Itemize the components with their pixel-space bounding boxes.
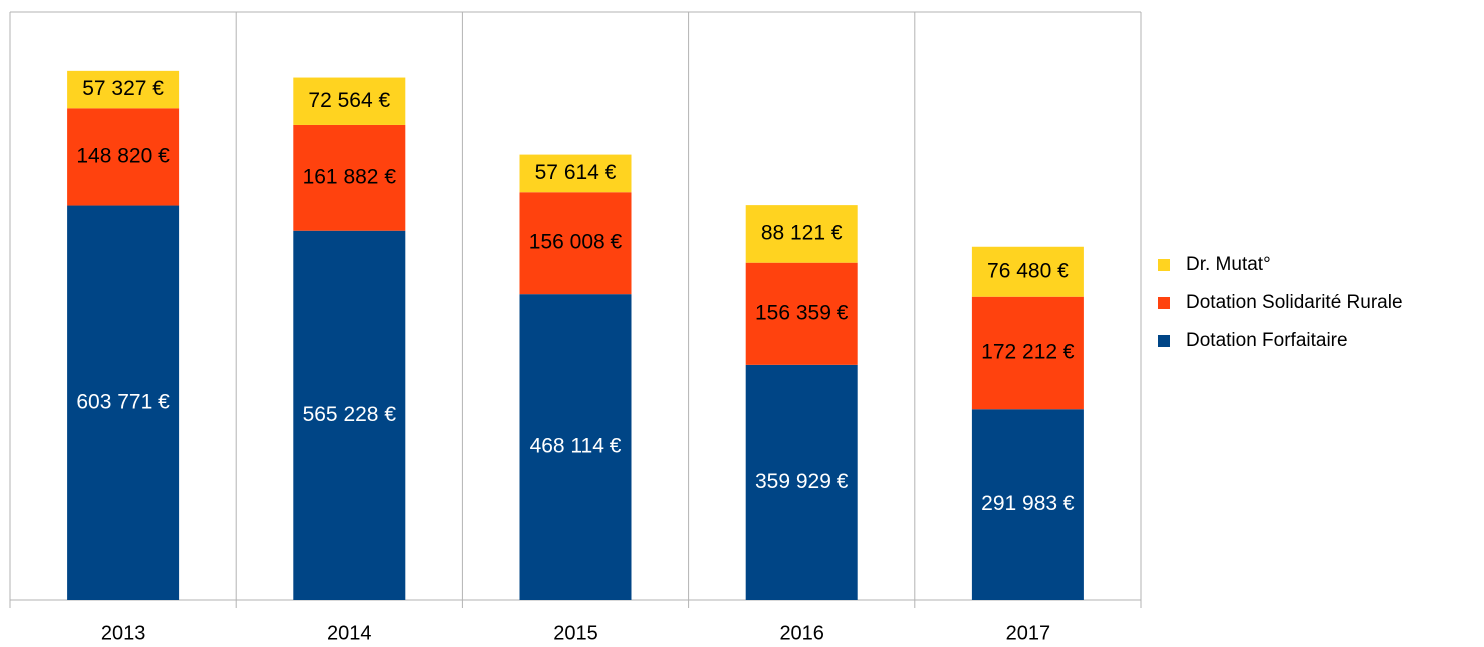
data-label: 88 121 € — [761, 221, 843, 244]
bar-segment — [293, 124, 406, 231]
data-label: 57 614 € — [535, 161, 617, 184]
bar-segment — [293, 77, 406, 125]
bar-segment — [745, 262, 858, 365]
x-tick-label: 2016 — [779, 622, 824, 644]
legend-label: Dr. Mutat° — [1186, 254, 1271, 275]
bar-segment — [971, 296, 1084, 410]
legend-swatch — [1158, 259, 1170, 271]
bar-segment — [519, 154, 632, 193]
data-label: 57 327 € — [82, 77, 164, 100]
data-label: 76 480 € — [987, 259, 1069, 282]
bar-segment — [67, 108, 180, 206]
data-label: 156 008 € — [529, 231, 623, 254]
bar-segment — [519, 294, 632, 600]
x-tick-label: 2014 — [327, 622, 372, 644]
data-label: 161 882 € — [303, 165, 397, 188]
data-label: 291 983 € — [981, 492, 1075, 515]
x-tick-label: 2017 — [1006, 622, 1051, 644]
data-label: 359 929 € — [755, 470, 849, 493]
legend-swatch — [1158, 297, 1170, 309]
bar-segment — [67, 70, 180, 109]
bar-segment — [293, 230, 406, 600]
bar-segment — [67, 205, 180, 600]
legend-label: Dotation Solidarité Rurale — [1186, 292, 1403, 313]
data-label: 468 114 € — [530, 435, 622, 458]
data-label: 148 820 € — [76, 144, 170, 167]
bar-segment — [971, 409, 1084, 600]
bar-segment — [745, 364, 858, 600]
x-tick-label: 2013 — [101, 622, 146, 644]
legend-label: Dotation Forfaitaire — [1186, 330, 1348, 351]
x-tick-label: 2015 — [553, 622, 598, 644]
data-label: 172 212 € — [981, 341, 1075, 364]
bar-segment — [971, 246, 1084, 297]
data-label: 72 564 € — [308, 89, 390, 112]
bar-segment — [519, 192, 632, 295]
data-label: 603 771 € — [76, 390, 170, 413]
bar-segment — [745, 205, 858, 263]
data-label: 156 359 € — [755, 301, 849, 324]
legend-swatch — [1158, 335, 1170, 347]
data-label: 565 228 € — [303, 403, 397, 426]
